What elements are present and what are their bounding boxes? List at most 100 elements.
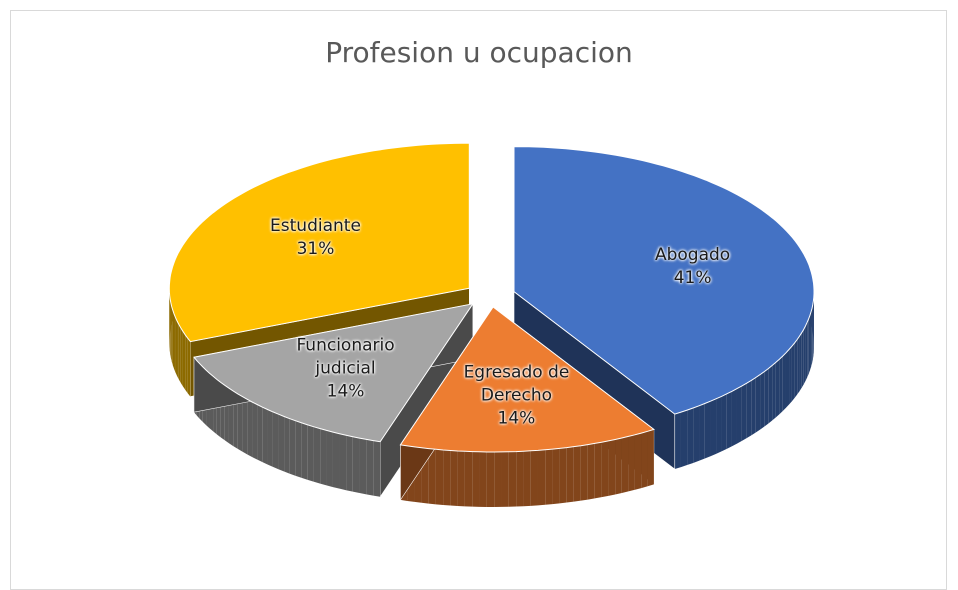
- slice-wall: [538, 450, 545, 506]
- slice-wall: [472, 452, 479, 507]
- category-label: Estudiante: [255, 215, 375, 238]
- slice-wall: [802, 329, 804, 387]
- slice-wall: [487, 452, 494, 507]
- slice-wall: [242, 397, 247, 455]
- slice-wall: [353, 437, 360, 493]
- slice-wall: [509, 452, 516, 507]
- slice-wall: [302, 423, 308, 480]
- slice-wall: [602, 441, 609, 497]
- slice-wall: [339, 434, 346, 491]
- slice-wall: [635, 433, 641, 490]
- slice-wall: [523, 451, 530, 506]
- slice-wall: [810, 312, 811, 371]
- slice-wall: [811, 308, 812, 367]
- slice-wall: [732, 389, 737, 447]
- category-label: Funcionario judicial: [296, 335, 396, 381]
- slice-wall: [252, 402, 257, 460]
- slice-wall: [327, 430, 333, 487]
- slice-wall: [567, 447, 574, 503]
- slice-wall: [588, 443, 595, 499]
- slice-wall: [786, 350, 789, 408]
- slice-wall: [183, 331, 185, 389]
- slice-wall: [687, 408, 693, 465]
- slice-wall: [721, 394, 726, 452]
- slice-wall: [545, 449, 552, 505]
- slice-wall: [373, 441, 380, 497]
- slice-wall: [622, 436, 629, 493]
- slice-wall: [804, 326, 806, 384]
- slice-wall: [531, 450, 538, 505]
- slice-wall: [360, 438, 367, 494]
- slice-wall: [181, 328, 183, 386]
- slice-wall: [779, 356, 782, 414]
- slice-wall: [681, 410, 687, 467]
- slice-wall: [175, 317, 177, 376]
- slice-wall: [458, 451, 465, 506]
- category-label: Egresado de Derecho: [461, 362, 571, 408]
- slice-wall: [333, 432, 340, 489]
- slice-wall: [296, 421, 302, 478]
- slice-wall: [807, 319, 808, 378]
- slice-wall: [800, 333, 802, 391]
- slice-wall: [185, 335, 187, 393]
- slice-wall: [247, 399, 252, 457]
- slice-wall: [366, 439, 373, 495]
- slice-wall: [502, 452, 509, 507]
- slice-wall: [552, 448, 559, 504]
- value-label: 41%: [633, 267, 753, 290]
- slice-wall: [813, 301, 814, 360]
- slice-wall: [764, 369, 768, 427]
- slice-wall: [429, 449, 436, 505]
- slice-wall: [699, 404, 705, 461]
- slice-wall: [716, 396, 721, 453]
- slice-wall: [346, 435, 353, 491]
- slice-wall: [262, 407, 267, 464]
- slice-wall: [608, 439, 615, 495]
- slice-wall: [450, 451, 457, 506]
- slice-wall: [314, 427, 320, 484]
- slice-wall: [188, 338, 191, 396]
- slice-wall: [789, 346, 792, 404]
- slice-wall: [257, 405, 262, 463]
- value-label: 14%: [461, 408, 571, 431]
- slice-wall: [516, 451, 523, 506]
- slice-wall: [705, 401, 711, 458]
- slice-wall: [809, 315, 810, 374]
- slice-wall: [628, 435, 635, 492]
- slice-wall: [480, 452, 487, 507]
- slice-wall: [693, 406, 699, 463]
- slice-wall: [560, 448, 567, 504]
- slice-wall: [615, 438, 622, 494]
- category-label: Abogado: [633, 244, 753, 267]
- slice-wall: [174, 314, 175, 373]
- slice-wall: [574, 446, 581, 502]
- slice-wall: [783, 353, 786, 411]
- slice-wall: [776, 359, 780, 417]
- slice-wall: [727, 391, 732, 449]
- slice-wall: [772, 362, 776, 420]
- slice-wall: [641, 431, 647, 488]
- slice-wall: [278, 414, 284, 471]
- slice-wall: [465, 451, 472, 506]
- slice-wall: [494, 452, 501, 507]
- slice-wall: [268, 410, 273, 467]
- slice-wall: [756, 375, 760, 433]
- slice-wall: [273, 412, 279, 469]
- slice-wall: [806, 322, 808, 381]
- slice-wall: [737, 386, 742, 444]
- slice-wall: [443, 450, 450, 506]
- slice-wall: [284, 416, 290, 473]
- value-label: 14%: [296, 381, 396, 404]
- slice-wall: [742, 383, 747, 441]
- slice-wall: [179, 324, 181, 382]
- slice-wall: [436, 449, 443, 505]
- slice-wall: [290, 419, 296, 476]
- slice-wall: [812, 304, 813, 363]
- slice-wall: [581, 445, 588, 501]
- slice-wall: [797, 336, 799, 394]
